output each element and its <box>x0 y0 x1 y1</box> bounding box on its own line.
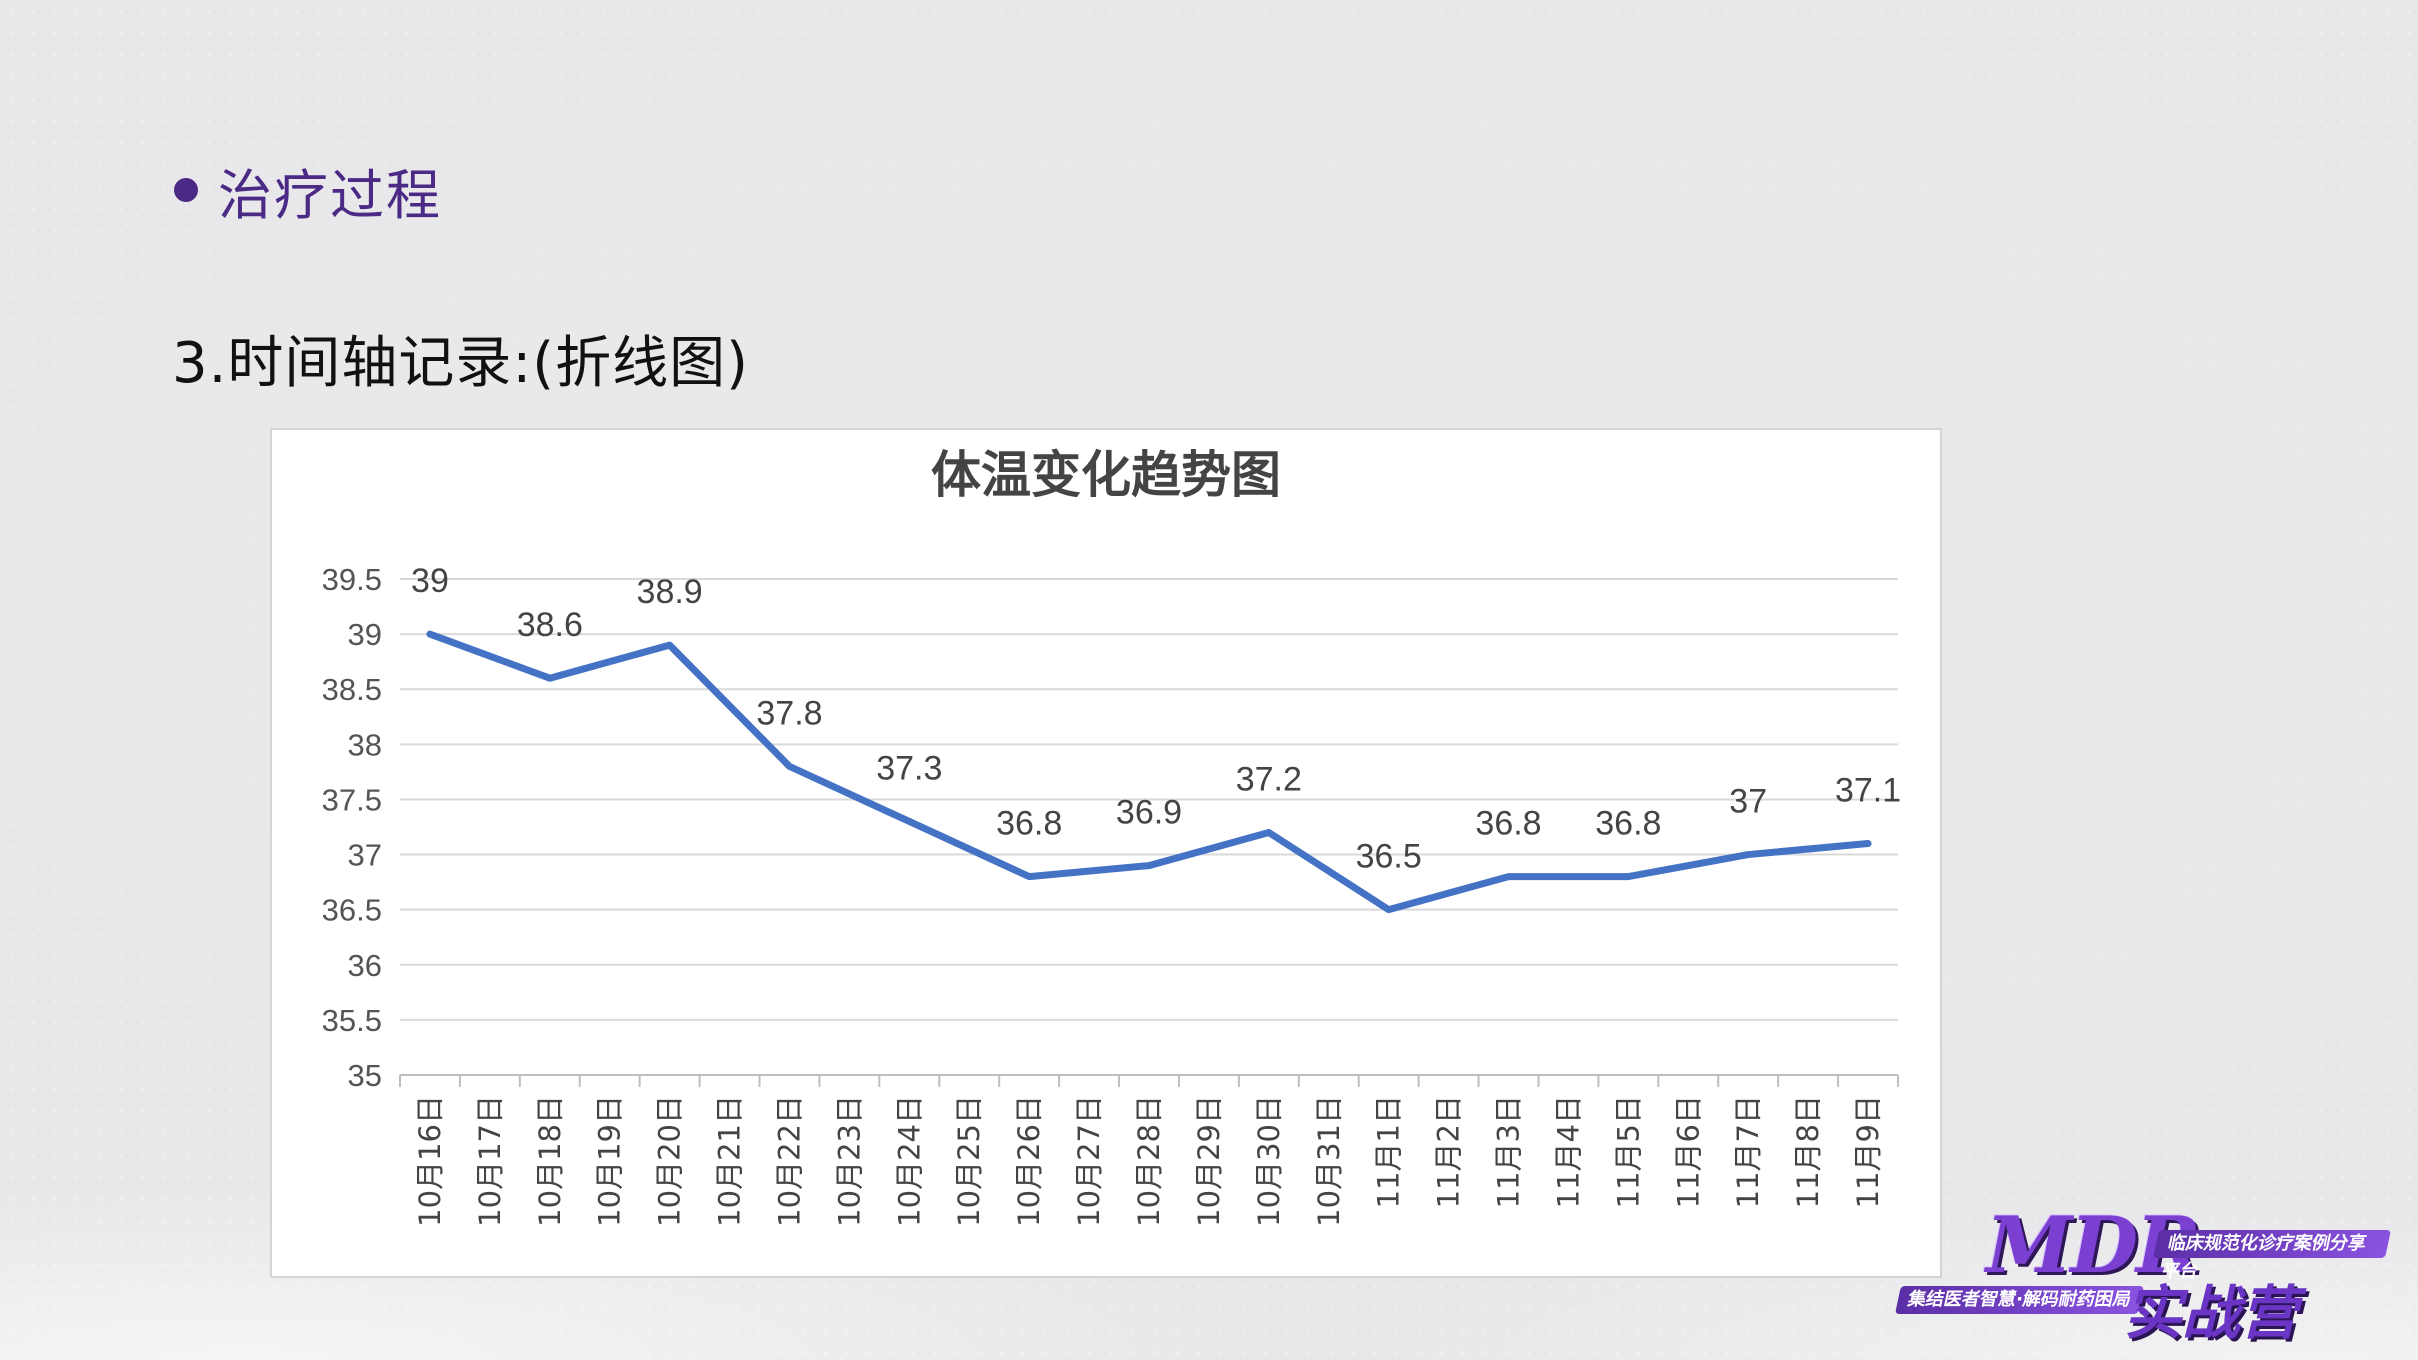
data-label: 37.3 <box>876 749 942 787</box>
y-tick-label: 36 <box>348 948 382 983</box>
data-label: 37.8 <box>756 694 822 732</box>
x-axis-ticks: 10月16日 10月17日 10月18日 10月19日 10月20日 10月21日 10月2… <box>413 1095 1885 1227</box>
x-tick-label: 10月27日 <box>1072 1095 1106 1227</box>
series-line <box>426 630 1872 914</box>
x-tick-label: 10月16日 <box>413 1095 447 1227</box>
data-point <box>1866 841 1871 846</box>
data-label: 36.8 <box>1595 805 1661 843</box>
chart-gridlines <box>400 578 1898 1076</box>
data-label: 38.6 <box>517 606 583 644</box>
x-tick-label: 10月30日 <box>1252 1095 1286 1227</box>
x-tick-label: 10月25日 <box>952 1095 986 1227</box>
mdr-logo: MDR 临床规范化诊疗案例分享平台 集结医者智慧·解码耐药困局 实战营 <box>1895 1200 2391 1347</box>
data-point <box>1266 830 1271 835</box>
data-point <box>1746 852 1751 857</box>
bullet-heading: 治疗过程 <box>174 160 442 227</box>
data-label: 36.8 <box>996 805 1062 843</box>
series-temperature <box>426 630 1872 914</box>
y-tick-label: 38 <box>348 727 382 762</box>
data-point <box>427 632 432 637</box>
x-tick-label: 11月9日 <box>1851 1095 1885 1208</box>
x-tick-label: 10月31日 <box>1312 1095 1346 1227</box>
x-tick-label: 11月2日 <box>1432 1095 1466 1208</box>
data-label: 38.9 <box>637 573 703 611</box>
data-label: 36.5 <box>1356 838 1422 876</box>
data-labels: 39 38.6 38.9 37.8 37.3 36.8 36.9 37.2 36.5 36.8 36… <box>411 562 1901 876</box>
line-chart: 体温变化趋势图 35 35.5 36 36.5 37 37.5 38 38.5 39 39.5 1… <box>322 445 1901 1227</box>
data-point <box>547 676 552 681</box>
subheading: 3.时间轴记录:(折线图) <box>172 331 749 396</box>
x-tick-label: 10月18日 <box>533 1095 567 1227</box>
x-tick-label: 10月19日 <box>593 1095 627 1227</box>
y-tick-label: 36.5 <box>322 893 382 928</box>
data-label: 36.9 <box>1116 794 1182 832</box>
x-tick-label: 10月26日 <box>1012 1095 1046 1227</box>
y-tick-label: 37 <box>348 838 382 873</box>
x-tick-label: 10月21日 <box>713 1095 747 1227</box>
logo-tagline-top: 临床规范化诊疗案例分享平台 <box>2153 1230 2391 1282</box>
logo-name-cn: 实战营 <box>2124 1279 2299 1347</box>
x-tick-label: 10月24日 <box>892 1095 926 1227</box>
bullet-dot-icon <box>174 178 198 202</box>
x-tick-label: 11月7日 <box>1731 1095 1765 1208</box>
x-tick-label: 10月23日 <box>832 1095 866 1227</box>
logo-tagline-bottom: 集结医者智慧·解码耐药困局 <box>1895 1286 2144 1314</box>
chart-title: 体温变化趋势图 <box>931 445 1281 504</box>
data-label: 39 <box>411 562 449 600</box>
data-label: 37 <box>1729 783 1767 821</box>
x-tick-label: 10月17日 <box>473 1095 507 1227</box>
y-tick-label: 39 <box>348 617 382 652</box>
y-tick-label: 38.5 <box>322 672 382 707</box>
x-axis <box>399 1074 1899 1087</box>
x-tick-label: 11月3日 <box>1492 1095 1526 1208</box>
x-tick-label: 10月22日 <box>772 1095 806 1227</box>
line-chart-card: 体温变化趋势图 35 35.5 36 36.5 37 37.5 38 38.5 39 39.5 1… <box>270 428 1942 1278</box>
y-tick-label: 35 <box>348 1058 382 1093</box>
x-tick-label: 10月20日 <box>653 1095 687 1227</box>
data-point <box>667 643 672 648</box>
data-label: 36.8 <box>1475 805 1541 843</box>
data-point <box>1626 874 1631 879</box>
x-tick-label: 11月8日 <box>1791 1095 1825 1208</box>
y-tick-label: 35.5 <box>322 1003 382 1038</box>
data-point <box>1386 907 1391 912</box>
x-tick-label: 11月5日 <box>1611 1095 1645 1208</box>
x-tick-label: 11月4日 <box>1551 1095 1585 1208</box>
data-point <box>1147 863 1151 868</box>
data-label: 37.2 <box>1236 761 1302 799</box>
data-point <box>907 819 912 824</box>
x-tick-label: 10月28日 <box>1132 1095 1166 1227</box>
data-point <box>1027 874 1032 879</box>
bullet-heading-text: 治疗过程 <box>218 163 442 227</box>
data-label: 37.1 <box>1835 772 1901 810</box>
y-axis-ticks: 35 35.5 36 36.5 37 37.5 38 38.5 39 39.5 <box>322 562 382 1093</box>
y-tick-label: 39.5 <box>322 562 382 597</box>
x-tick-label: 11月6日 <box>1671 1095 1705 1208</box>
x-tick-label: 10月29日 <box>1192 1095 1226 1227</box>
data-point <box>1506 874 1511 879</box>
y-tick-label: 37.5 <box>322 782 382 817</box>
x-tick-label: 11月1日 <box>1372 1095 1406 1208</box>
data-point <box>787 764 792 769</box>
